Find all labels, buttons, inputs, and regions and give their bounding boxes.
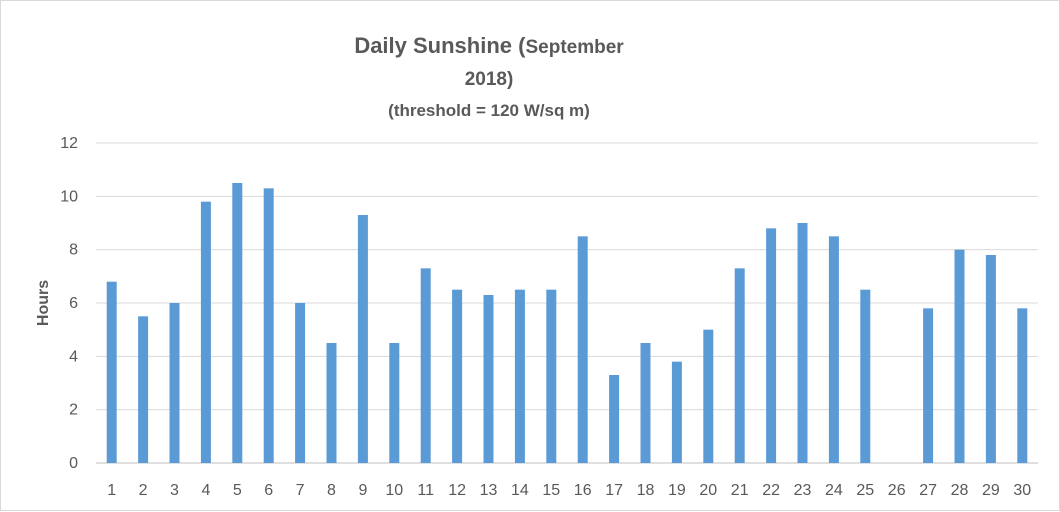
bar-day-13	[483, 295, 494, 463]
x-tick-label: 27	[919, 482, 937, 499]
bar-day-18	[640, 343, 651, 463]
x-tick-label: 17	[605, 482, 623, 499]
x-tick-label: 21	[731, 482, 749, 499]
bar-day-23	[797, 223, 808, 463]
gridlines	[96, 142, 1038, 464]
x-tick-label: 19	[668, 482, 686, 499]
y-tick-label: 6	[69, 295, 78, 312]
y-tick-label: 2	[69, 402, 78, 419]
bar-day-28	[954, 249, 965, 463]
bar-day-19	[671, 361, 682, 463]
bar-day-3	[169, 303, 180, 463]
x-tick-label: 20	[699, 482, 717, 499]
x-tick-label: 4	[201, 482, 210, 499]
bar-day-11	[420, 268, 431, 463]
bar-day-15	[546, 289, 557, 463]
y-tick-label: 8	[69, 242, 78, 259]
x-tick-label: 8	[327, 482, 336, 499]
x-tick-label: 29	[982, 482, 1000, 499]
bar-day-27	[923, 308, 934, 463]
x-tick-label: 6	[264, 482, 273, 499]
bar-day-7	[295, 303, 306, 463]
x-tick-label: 9	[358, 482, 367, 499]
bar-day-25	[860, 289, 871, 463]
x-tick-label: 11	[417, 482, 434, 499]
x-tick-label: 30	[1013, 482, 1031, 499]
bar-day-21	[734, 268, 745, 463]
bar-day-16	[577, 236, 588, 463]
title-year: 2018	[464, 69, 507, 90]
chart-subtitle: (threshold = 120 W/sq m)	[388, 101, 590, 120]
x-tick-label: 10	[385, 482, 403, 499]
x-tick-label: 18	[637, 482, 655, 499]
bar-day-17	[609, 375, 620, 463]
x-tick-labels: 1 2 3 4 5 6 7 8 9 10 11 12 13 14 15 16 17 18 19 20 21 22 23 24 2…	[107, 482, 1031, 499]
y-tick-label: 12	[60, 135, 78, 152]
bars	[106, 183, 1028, 464]
x-tick-label: 14	[511, 482, 529, 499]
bar-day-20	[703, 329, 714, 463]
x-tick-label: 1	[107, 482, 116, 499]
bar-day-30	[1017, 308, 1028, 463]
x-tick-label: 13	[480, 482, 498, 499]
y-tick-labels: 0 2 4 6 8 10 12	[60, 135, 78, 472]
x-tick-label: 5	[233, 482, 242, 499]
x-tick-label: 15	[542, 482, 560, 499]
y-tick-label: 10	[60, 188, 78, 205]
bar-day-8	[326, 343, 337, 463]
bar-day-4	[200, 201, 211, 463]
x-tick-label: 3	[170, 482, 179, 499]
chart-title: Daily Sunshine (September 2018) (thresho…	[301, 29, 677, 125]
x-tick-label: 16	[574, 482, 592, 499]
x-tick-label: 24	[825, 482, 843, 499]
bar-day-24	[828, 236, 839, 463]
bar-day-12	[452, 289, 463, 463]
bar-day-9	[357, 215, 368, 463]
x-tick-label: 2	[139, 482, 148, 499]
bar-day-29	[985, 255, 996, 463]
title-main: Daily Sunshine	[354, 33, 513, 58]
x-tick-label: 28	[951, 482, 969, 499]
y-axis-label: Hours	[35, 280, 52, 326]
title-month: September	[525, 37, 624, 58]
x-tick-label: 12	[448, 482, 466, 499]
y-tick-label: 4	[69, 348, 78, 365]
title-paren-open: (	[512, 33, 526, 58]
y-tick-label: 0	[69, 455, 78, 472]
x-tick-label: 23	[794, 482, 812, 499]
x-tick-label: 26	[888, 482, 906, 499]
bar-day-2	[138, 316, 149, 463]
bar-day-14	[514, 289, 525, 463]
bar-day-1	[106, 281, 117, 463]
bar-day-22	[766, 228, 777, 463]
bar-day-10	[389, 343, 400, 463]
x-tick-label: 25	[856, 482, 874, 499]
x-tick-label: 22	[762, 482, 780, 499]
title-paren-close: )	[506, 69, 514, 90]
x-tick-label: 7	[296, 482, 305, 499]
bar-day-5	[232, 183, 243, 463]
bar-day-6	[263, 188, 274, 464]
